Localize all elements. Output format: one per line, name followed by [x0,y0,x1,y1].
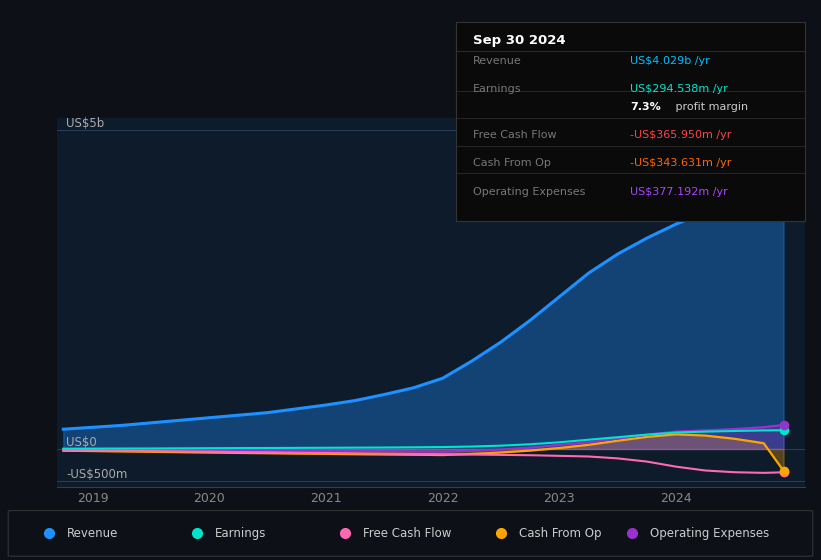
Text: Earnings: Earnings [473,84,521,94]
Text: Earnings: Earnings [215,527,267,540]
Text: Sep 30 2024: Sep 30 2024 [473,34,566,48]
Text: Cash From Op: Cash From Op [519,527,601,540]
Text: Operating Expenses: Operating Expenses [650,527,769,540]
Text: Revenue: Revenue [473,56,522,66]
Text: -US$500m: -US$500m [67,468,128,481]
Text: Free Cash Flow: Free Cash Flow [473,130,557,140]
Text: US$377.192m /yr: US$377.192m /yr [631,188,728,198]
Text: US$294.538m /yr: US$294.538m /yr [631,84,728,94]
Text: 7.3%: 7.3% [631,102,661,112]
Text: US$0: US$0 [67,436,97,449]
Text: Revenue: Revenue [67,527,119,540]
Text: Cash From Op: Cash From Op [473,157,551,167]
FancyBboxPatch shape [8,511,813,556]
Text: Free Cash Flow: Free Cash Flow [363,527,452,540]
Text: US$4.029b /yr: US$4.029b /yr [631,56,710,66]
Text: -US$365.950m /yr: -US$365.950m /yr [631,130,732,140]
Text: US$5b: US$5b [67,118,105,130]
Text: profit margin: profit margin [672,102,748,112]
Text: -US$343.631m /yr: -US$343.631m /yr [631,157,732,167]
Text: Operating Expenses: Operating Expenses [473,188,585,198]
